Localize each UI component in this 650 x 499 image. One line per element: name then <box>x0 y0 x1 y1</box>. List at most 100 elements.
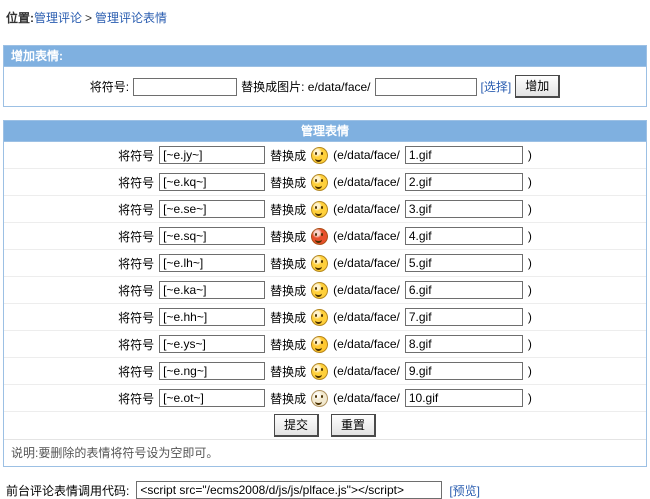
path-prefix-label: (e/data/face/ <box>333 337 400 351</box>
replace-label: 替换成 <box>270 364 307 379</box>
replace-label: 替换成 <box>270 229 307 244</box>
replace-label: 替换成 <box>270 391 307 406</box>
submit-button[interactable]: 提交 <box>273 414 319 437</box>
path-prefix-label: (e/data/face/ <box>333 391 400 405</box>
symbol-label: 将符号 <box>118 364 155 379</box>
emoticon-row: 将符号 替换成 (e/data/face/ ) <box>4 250 646 277</box>
sweat-face-icon <box>311 254 329 272</box>
filename-input[interactable] <box>404 308 523 326</box>
add-symbol-input[interactable] <box>133 77 238 96</box>
symbol-label: 将符号 <box>118 175 155 190</box>
replace-label: 替换成 <box>270 148 307 163</box>
tongue-face-icon <box>311 281 329 299</box>
replace-label: 替换成 <box>270 310 307 325</box>
symbol-input[interactable] <box>159 227 266 245</box>
surprised-face-icon <box>311 146 329 164</box>
replace-label: 替换成 <box>270 175 307 190</box>
symbol-label: 将符号 <box>118 202 155 217</box>
add-filename-input[interactable] <box>374 77 477 96</box>
wink-face-icon <box>311 335 329 353</box>
path-close-label: ) <box>527 391 532 405</box>
path-close-label: ) <box>527 148 532 162</box>
symbol-label: 将符号 <box>118 283 155 298</box>
emoticon-row: 将符号 替换成 (e/data/face/ ) <box>4 358 646 385</box>
path-prefix-label: (e/data/face/ <box>333 283 400 297</box>
note-text: 说明:要删除的表情将符号设为空即可。 <box>4 440 646 466</box>
add-face-panel-title: 增加表情: <box>4 46 646 67</box>
path-close-label: ) <box>527 283 532 297</box>
angry-face-icon <box>311 227 329 245</box>
manage-faces-panel-title: 管理表情 <box>4 121 646 142</box>
path-close-label: ) <box>527 310 532 324</box>
path-close-label: ) <box>527 256 532 270</box>
emoticon-row: 将符号 替换成 (e/data/face/ ) <box>4 385 646 412</box>
symbol-label: 将符号 <box>118 256 155 271</box>
filename-input[interactable] <box>404 362 523 380</box>
symbol-input[interactable] <box>159 335 266 353</box>
call-code-label: 前台评论表情调用代码: <box>6 483 130 498</box>
path-prefix-label: (e/data/face/ <box>333 364 400 378</box>
filename-input[interactable] <box>404 200 523 218</box>
filename-input[interactable] <box>404 146 523 164</box>
path-prefix-label: (e/data/face/ <box>333 148 400 162</box>
symbol-input[interactable] <box>159 362 266 380</box>
choose-file-link[interactable]: [选择] <box>480 80 512 94</box>
manage-faces-panel: 管理表情 将符号 替换成 (e/data/face/ ) 将符号 替换成 (e/… <box>3 120 647 467</box>
emoticon-row: 将符号 替换成 (e/data/face/ ) <box>4 142 646 169</box>
replace-label: 替换成 <box>270 337 307 352</box>
preview-link[interactable]: [预览] <box>449 483 481 498</box>
emoticon-row: 将符号 替换成 (e/data/face/ ) <box>4 304 646 331</box>
pale-face-icon <box>311 389 329 407</box>
emoticon-row: 将符号 替换成 (e/data/face/ ) <box>4 331 646 358</box>
symbol-input[interactable] <box>159 146 266 164</box>
crying-face-icon <box>311 173 329 191</box>
symbol-label: 将符号 <box>118 310 155 325</box>
symbol-input[interactable] <box>159 308 266 326</box>
symbol-label: 将符号 <box>118 391 155 406</box>
symbol-input[interactable] <box>159 200 266 218</box>
add-face-panel: 增加表情: 将符号: 替换成图片: e/data/face/ [选择] 增加 <box>3 45 647 107</box>
filename-input[interactable] <box>404 227 523 245</box>
love-face-icon <box>311 200 329 218</box>
filename-input[interactable] <box>404 389 523 407</box>
path-close-label: ) <box>527 229 532 243</box>
breadcrumb-link-manage-faces[interactable]: 管理评论表情 <box>95 11 168 25</box>
symbol-label: 将符号 <box>118 229 155 244</box>
call-code-input[interactable] <box>136 481 443 499</box>
path-prefix-label: (e/data/face/ <box>333 229 400 243</box>
path-close-label: ) <box>527 202 532 216</box>
replace-label: 替换成 <box>270 283 307 298</box>
form-actions-row: 提交 重置 <box>4 412 646 440</box>
sad-face-icon <box>311 362 329 380</box>
symbol-label: 将符号 <box>118 148 155 163</box>
path-prefix-label: (e/data/face/ <box>333 202 400 216</box>
breadcrumb: 位置:管理评论 > 管理评论表情 <box>0 0 650 26</box>
filename-input[interactable] <box>404 254 523 272</box>
add-replace-image-label: 替换成图片: e/data/face/ <box>241 80 371 94</box>
add-symbol-label: 将符号: <box>89 80 130 94</box>
symbol-input[interactable] <box>159 389 266 407</box>
filename-input[interactable] <box>404 173 523 191</box>
symbol-input[interactable] <box>159 281 266 299</box>
emoticon-row: 将符号 替换成 (e/data/face/ ) <box>4 196 646 223</box>
symbol-label: 将符号 <box>118 337 155 352</box>
symbol-input[interactable] <box>159 254 266 272</box>
emoticon-row: 将符号 替换成 (e/data/face/ ) <box>4 277 646 304</box>
symbol-input[interactable] <box>159 173 266 191</box>
reset-button[interactable]: 重置 <box>331 414 377 437</box>
path-close-label: ) <box>527 337 532 351</box>
replace-label: 替换成 <box>270 202 307 217</box>
filename-input[interactable] <box>404 335 523 353</box>
breadcrumb-link-manage-comments[interactable]: 管理评论 <box>34 11 83 25</box>
path-close-label: ) <box>527 175 532 189</box>
path-prefix-label: (e/data/face/ <box>333 256 400 270</box>
emoticon-row: 将符号 替换成 (e/data/face/ ) <box>4 223 646 250</box>
add-face-form-row: 将符号: 替换成图片: e/data/face/ [选择] 增加 <box>4 67 646 106</box>
replace-label: 替换成 <box>270 256 307 271</box>
emoticon-row: 将符号 替换成 (e/data/face/ ) <box>4 169 646 196</box>
add-button[interactable]: 增加 <box>515 75 561 98</box>
call-code-row: 前台评论表情调用代码: [预览] <box>6 481 650 499</box>
path-prefix-label: (e/data/face/ <box>333 310 400 324</box>
filename-input[interactable] <box>404 281 523 299</box>
breadcrumb-separator: > <box>85 11 93 25</box>
